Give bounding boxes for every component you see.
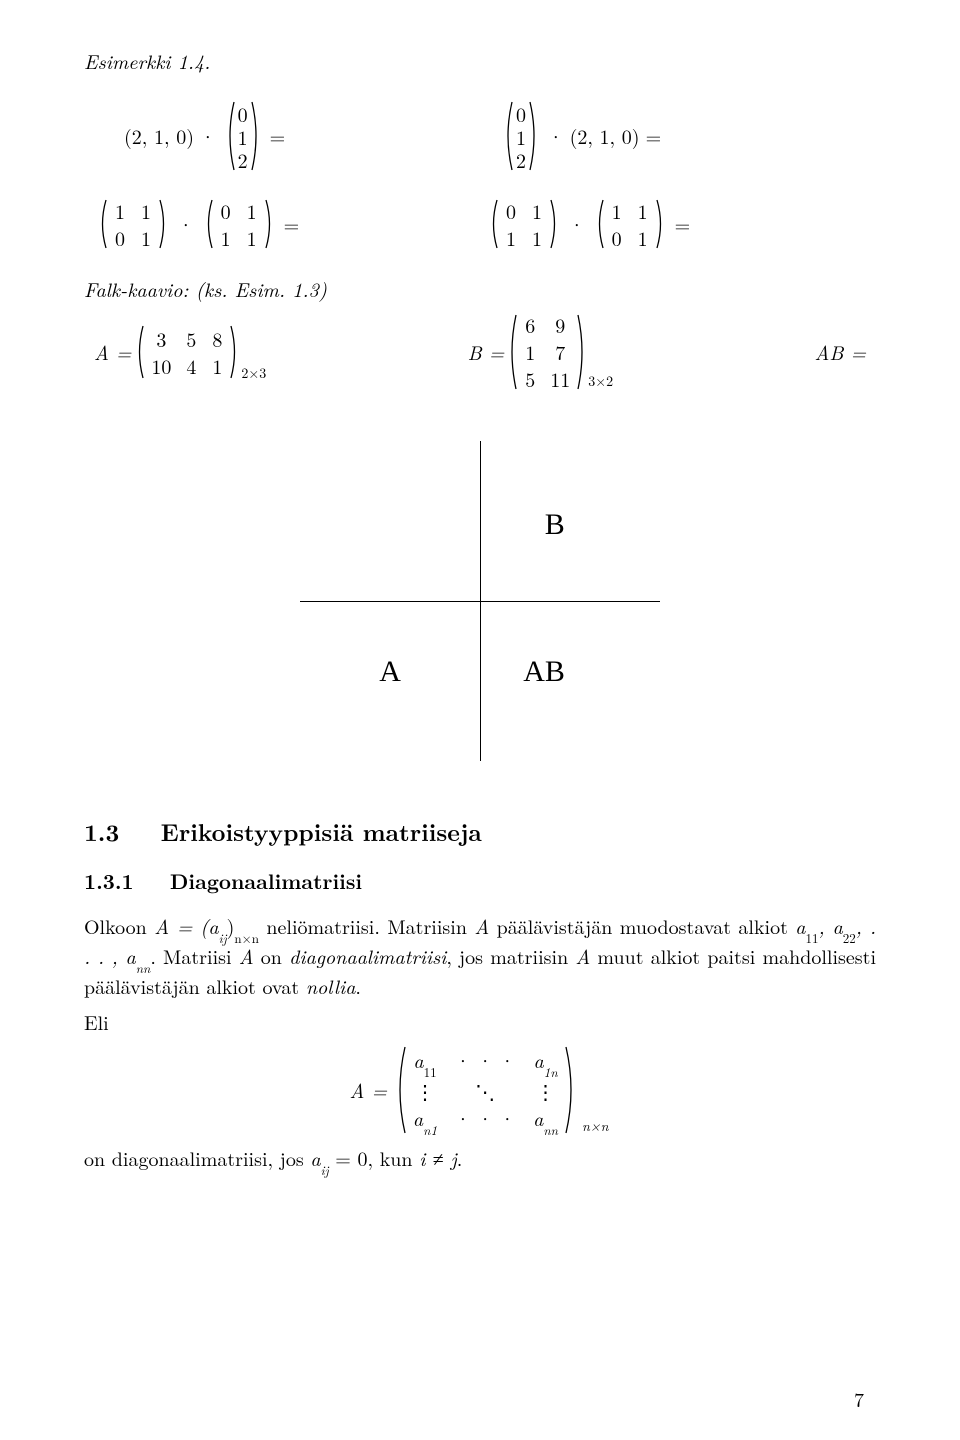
mat-1101-a: 11 01 xyxy=(96,198,170,250)
general-matrix: a11 · · · a1n ⋮ ⋱ ⋮ an1 · · · ann xyxy=(393,1045,578,1135)
general-matrix-display: A = a11 · · · a1n ⋮ ⋱ ⋮ an1 · · · ann n×… xyxy=(84,1045,876,1135)
falk-diagram: B A AB xyxy=(300,441,660,761)
matrix-a: 358 1041 xyxy=(133,324,241,380)
mat-0111-b: 01 11 xyxy=(487,198,561,250)
dot-op: · xyxy=(178,211,194,237)
b-eq: B = xyxy=(468,339,505,365)
dot-op: · xyxy=(200,123,216,149)
display-row-2: 11 01 · 01 11 = 01 11 · xyxy=(84,198,876,250)
eli: Eli xyxy=(84,1009,876,1035)
row-vector-left: (2, 1, 0) xyxy=(124,123,194,149)
falk-a: A xyxy=(379,652,401,691)
b-sub: 3×2 xyxy=(588,372,613,390)
page-number: 7 xyxy=(854,1386,864,1412)
equals: = xyxy=(270,123,286,149)
mat-0111-a: 01 11 xyxy=(202,198,276,250)
paragraph-diagonal: Olkoon A = (aij)n×n neliömatriisi. Matri… xyxy=(84,913,876,999)
mat-1101-b: 11 01 xyxy=(593,198,667,250)
a-eq-2: A = xyxy=(350,1077,387,1103)
example-label: Esimerkki 1.4. xyxy=(84,48,876,74)
matrix-b: 69 17 511 xyxy=(506,312,588,391)
section-1-3-1: 1.3.1 Diagonaalimatriisi xyxy=(84,868,876,895)
col-vec-012-left: 012 xyxy=(224,100,262,172)
ab-eq: AB = xyxy=(815,339,866,365)
equals: = xyxy=(675,211,691,237)
section-1-3: 1.3 Erikoistyyppisiä matriiseja xyxy=(84,817,876,848)
last-line: on diagonaalimatriisi, jos aij = 0, kun … xyxy=(84,1145,876,1175)
col-vec-012-right: 012 xyxy=(502,100,540,172)
gen-mat-sub: n×n xyxy=(582,1117,608,1135)
falk-b: B xyxy=(545,505,565,544)
a-sub: 2×3 xyxy=(241,364,266,382)
row-vector-right: (2, 1, 0) xyxy=(570,123,640,149)
equals: = xyxy=(646,123,662,149)
dot-op: · xyxy=(548,123,564,149)
abc-defs: A = 358 1041 2×3 B = 69 17 511 3×2 AB = xyxy=(84,312,876,391)
falk-label: Falk-kaavio: (ks. Esim. 1.3) xyxy=(84,276,876,302)
display-row-1: (2, 1, 0) · 012 = 012 · (2, 1, 0) = xyxy=(84,100,876,172)
dot-op: · xyxy=(569,211,585,237)
falk-ab: AB xyxy=(523,652,565,691)
equals: = xyxy=(284,211,300,237)
a-eq: A = xyxy=(94,339,131,365)
